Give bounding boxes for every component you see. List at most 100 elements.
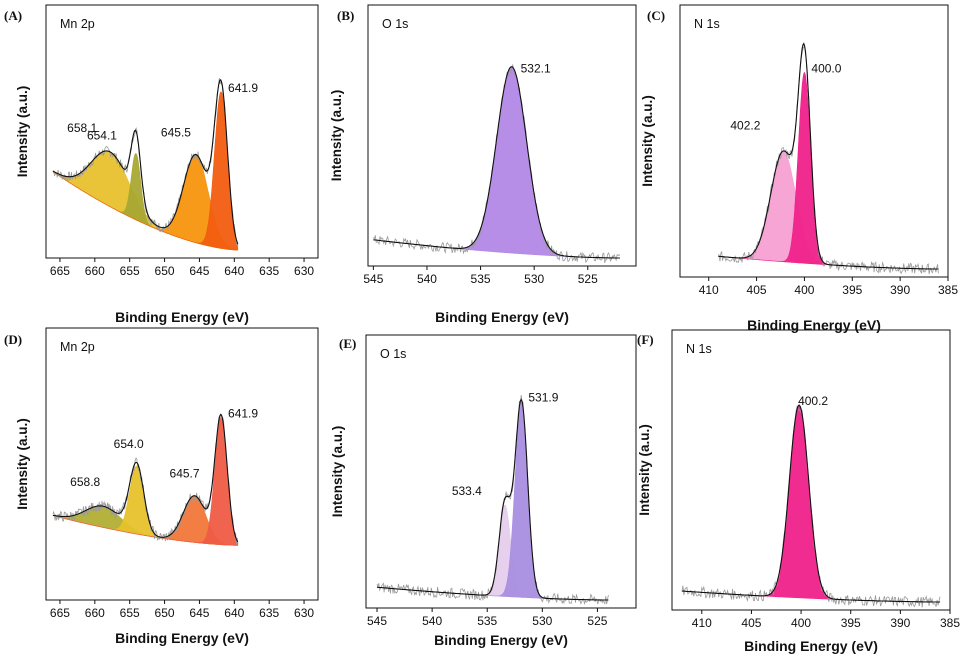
- y-axis-label: Intensity (a.u.): [637, 424, 652, 516]
- peak-area-531.9: [376, 400, 609, 601]
- x-axis-label: Binding Energy (eV): [115, 630, 249, 646]
- plot-frame: [671, 329, 951, 611]
- x-tick-label: 655: [120, 264, 140, 278]
- panel-label: (A): [4, 8, 22, 23]
- x-tick-label: 395: [841, 616, 861, 630]
- peak-label: 645.7: [170, 467, 200, 481]
- panel-label: (F): [637, 332, 654, 347]
- x-axis-label: Binding Energy (eV): [747, 317, 881, 333]
- x-tick-label: 385: [940, 616, 960, 630]
- x-tick-label: 640: [224, 606, 244, 620]
- x-tick-label: 410: [692, 616, 712, 630]
- x-tick-label: 650: [155, 264, 175, 278]
- raw-data-line: [52, 77, 239, 248]
- peak-label: 654.0: [114, 437, 144, 451]
- x-tick-label: 400: [794, 283, 814, 297]
- peak-area-402.2: [718, 151, 939, 270]
- peak-label: 400.0: [811, 61, 841, 75]
- envelope-line: [52, 79, 239, 245]
- x-tick-label: 385: [938, 283, 958, 297]
- x-axis-label: Binding Energy (eV): [744, 638, 878, 654]
- x-tick-label: 400: [791, 616, 811, 630]
- envelope-line: [376, 398, 609, 601]
- x-tick-label: 405: [741, 616, 761, 630]
- x-tick-label: 390: [890, 283, 910, 297]
- x-tick-label: 640: [224, 264, 244, 278]
- peak-label: 641.9: [228, 81, 258, 95]
- peak-label: 658.8: [70, 475, 100, 489]
- envelope-line: [681, 404, 941, 603]
- y-axis-label: Intensity (a.u.): [15, 418, 30, 510]
- peak-label: 400.2: [798, 394, 828, 408]
- panel-f: 410 405 400 395 390 385 (F) N 1s Binding Energy …: [637, 329, 960, 654]
- envelope-line: [373, 66, 620, 259]
- panel-title: Mn 2p: [60, 340, 95, 354]
- plot-frame: [367, 4, 637, 267]
- x-tick-label: 630: [294, 264, 314, 278]
- x-tick-label: 655: [120, 606, 140, 620]
- panel-label: (D): [4, 332, 22, 347]
- peak-label: 654.1: [87, 128, 117, 142]
- y-axis-label: Intensity (a.u.): [329, 90, 344, 182]
- plot-frame: [45, 4, 319, 259]
- peak-label: 641.9: [228, 406, 258, 420]
- x-tick-label: 395: [842, 283, 862, 297]
- y-axis-label: Intensity (a.u.): [640, 95, 655, 187]
- y-axis-label: Intensity (a.u.): [330, 426, 345, 518]
- peak-area-400.0: [718, 71, 939, 270]
- envelope-line: [718, 42, 939, 270]
- x-tick-label: 645: [189, 264, 209, 278]
- x-tick-label: 530: [532, 614, 552, 628]
- peak-label: 533.4: [452, 484, 482, 498]
- x-tick-label: 660: [85, 264, 105, 278]
- x-tick-label: 535: [477, 614, 497, 628]
- plot-frame: [365, 334, 637, 609]
- x-tick-label: 665: [50, 606, 70, 620]
- x-tick-label: 410: [699, 283, 719, 297]
- x-tick-label: 545: [367, 614, 387, 628]
- panel-label: (E): [339, 336, 356, 351]
- plot-frame: [679, 4, 949, 278]
- x-tick-label: 665: [50, 264, 70, 278]
- peak-area-532.1: [373, 66, 620, 259]
- x-tick-label: 650: [155, 606, 175, 620]
- y-axis-label: Intensity (a.u.): [15, 86, 30, 178]
- panel-c: 410 405 400 395 390 385 (C) N 1s Binding Energy …: [640, 4, 958, 333]
- x-tick-label: 405: [747, 283, 767, 297]
- peak-area-641.9: [52, 417, 239, 546]
- panel-e: 545 540 535 530 525 (E) O 1s Binding Energy (eV…: [330, 334, 637, 648]
- peak-label: 402.2: [730, 118, 760, 132]
- x-tick-label: 545: [363, 272, 383, 286]
- peak-label: 645.5: [161, 126, 191, 140]
- raw-data-line: [376, 394, 609, 606]
- x-tick-label: 645: [189, 606, 209, 620]
- peak-label: 658.1: [67, 121, 97, 135]
- x-tick-label: 540: [422, 614, 442, 628]
- peak-label: 532.1: [521, 62, 551, 76]
- x-tick-label: 630: [294, 606, 314, 620]
- panel-label: (B): [337, 8, 354, 23]
- x-tick-label: 390: [890, 616, 910, 630]
- panel-title: O 1s: [380, 347, 406, 361]
- panel-d: 665 660 655 650 645 640 635 630 (D) Mn 2p Binding …: [4, 327, 319, 646]
- panel-a: 665 660 655 650 645 640 635 630 (A) Mn 2p Binding …: [4, 4, 319, 325]
- plot-frame: [45, 327, 319, 601]
- envelope-line: [52, 413, 239, 543]
- raw-data-line: [717, 46, 939, 275]
- panel-title: Mn 2p: [60, 17, 95, 31]
- panel-title: O 1s: [382, 17, 408, 31]
- x-axis-label: Binding Energy (eV): [434, 632, 568, 648]
- panel-label: (C): [647, 8, 665, 23]
- x-tick-label: 525: [578, 272, 598, 286]
- x-axis-label: Binding Energy (eV): [435, 309, 569, 325]
- x-axis-label: Binding Energy (eV): [115, 309, 249, 325]
- x-tick-label: 635: [259, 606, 279, 620]
- x-tick-label: 535: [471, 272, 491, 286]
- panel-title: N 1s: [686, 342, 712, 356]
- x-tick-label: 635: [259, 264, 279, 278]
- x-tick-label: 525: [587, 614, 607, 628]
- panel-title: N 1s: [694, 17, 720, 31]
- x-tick-label: 530: [524, 272, 544, 286]
- x-tick-label: 540: [417, 272, 437, 286]
